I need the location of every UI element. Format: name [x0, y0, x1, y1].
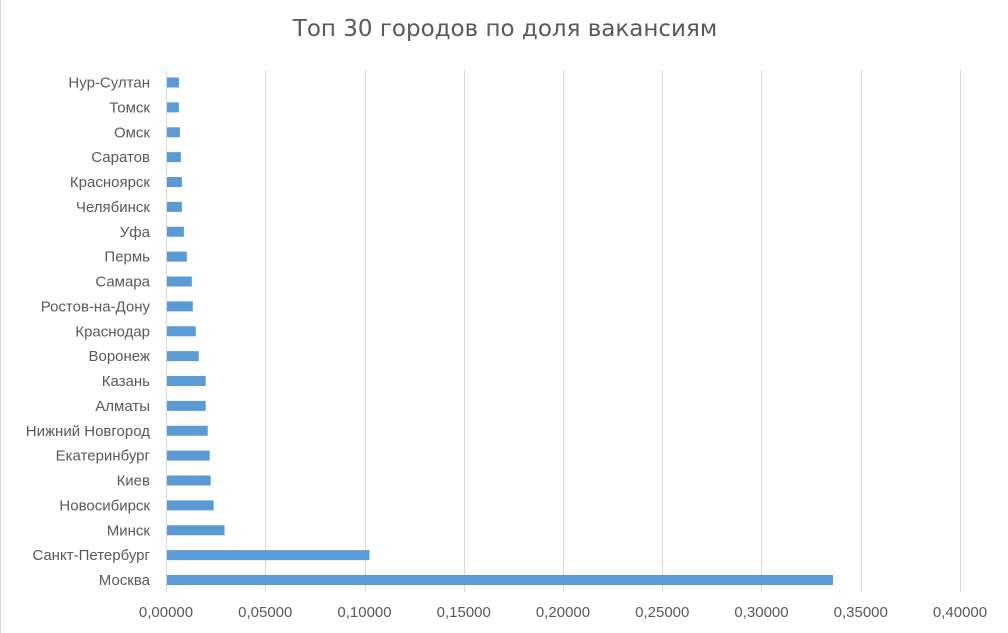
category-label: Омск [114, 124, 150, 141]
x-tick-label: 0,25000 [635, 604, 689, 621]
x-tick-label: 0,20000 [536, 604, 590, 621]
category-label: Пермь [104, 249, 150, 266]
category-label: Москва [99, 572, 151, 589]
bar [167, 450, 210, 461]
category-label: Краснодар [75, 323, 150, 340]
category-label: Минск [107, 522, 151, 539]
category-label: Красноярск [70, 174, 151, 191]
bar [167, 400, 206, 411]
category-label: Челябинск [76, 199, 150, 216]
bar [167, 301, 193, 312]
bar [167, 152, 181, 163]
gridlines [166, 70, 961, 592]
bar [167, 77, 179, 88]
bar [167, 201, 182, 212]
x-tick-labels: 0,00000 0,05000 0,10000 0,15000 0,20000 0,250… [139, 604, 987, 621]
category-label: Ростов-на-Дону [41, 298, 151, 315]
category-label: Санкт-Петербург [32, 547, 150, 564]
category-labels: Москва Санкт-Петербург Минск Новосибирск Кие… [26, 75, 151, 590]
bars [167, 77, 833, 585]
bar [167, 376, 206, 386]
x-tick-label: 0,30000 [734, 604, 788, 621]
category-label: Нижний Новгород [26, 423, 150, 440]
bar [167, 226, 184, 237]
bar [167, 276, 192, 287]
bar [167, 177, 182, 187]
category-label: Уфа [120, 224, 151, 241]
category-label: Томск [109, 99, 150, 116]
bar [167, 351, 199, 362]
x-tick-label: 0,15000 [437, 604, 491, 621]
x-tick-label: 0,00000 [139, 604, 193, 621]
category-label: Саратов [91, 149, 150, 166]
category-label: Алматы [95, 398, 150, 415]
x-tick-label: 0,35000 [834, 604, 888, 621]
category-label: Самара [95, 274, 150, 291]
x-tick-label: 0,05000 [238, 604, 292, 621]
bar [167, 475, 211, 486]
bar [167, 326, 196, 337]
category-label: Киев [117, 473, 150, 490]
bar [167, 550, 370, 561]
bar [167, 102, 179, 113]
bar [167, 127, 180, 138]
category-label: Казань [102, 373, 150, 390]
bar [167, 251, 187, 262]
chart-title: Топ 30 городов по доля вакансиям [292, 16, 718, 42]
category-label: Нур-Султан [68, 75, 150, 92]
bar [167, 425, 208, 436]
bar [167, 500, 214, 511]
x-tick-label: 0,10000 [337, 604, 391, 621]
x-tick-label: 0,40000 [933, 604, 987, 621]
category-label: Воронеж [88, 348, 150, 365]
bar [167, 575, 833, 585]
bar [167, 525, 225, 536]
category-label: Новосибирск [59, 497, 150, 514]
category-label: Екатеринбург [56, 448, 151, 465]
